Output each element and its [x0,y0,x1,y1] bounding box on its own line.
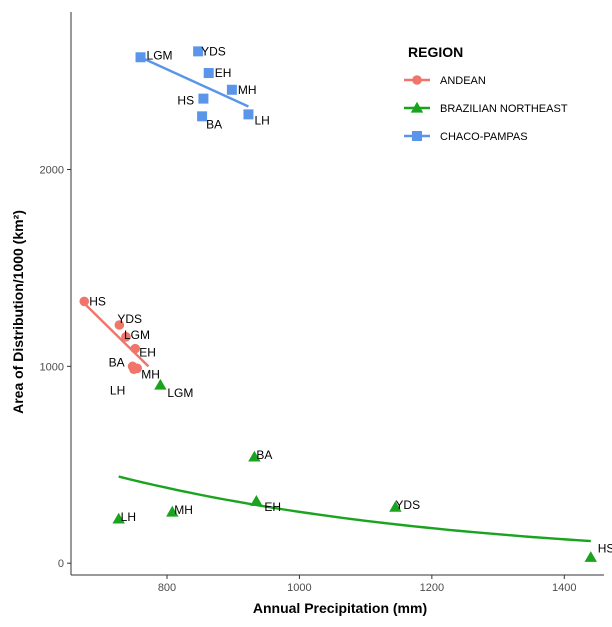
ticks: 800 1000 1200 1400 0 1000 2000 [40,164,577,594]
point-label: EH [139,346,156,360]
legend-title: REGION [408,44,463,60]
point-label: BA [206,117,222,131]
brazilian-northeast-point [112,512,125,524]
point-label: LGM [124,328,150,342]
point-label: LH [110,383,125,397]
chaco-pampas-point [226,84,237,95]
andean-point [114,320,125,330]
point-label: MH [174,503,193,517]
point-label: EH [264,500,281,514]
point-label: YDS [117,312,142,326]
point-label: BA [109,355,125,369]
brazilian-northeast-fit-line [118,475,591,543]
brazilian-northeast-point [154,378,167,390]
andean-point [121,332,131,342]
chaco-pampas-point [197,111,208,122]
x-tick-label: 1000 [287,582,311,594]
legend-marker-andean [412,75,422,85]
point-label: YDS [201,44,226,58]
x-axis-title: Annual Precipitation (mm) [253,600,427,616]
point-label: MH [238,83,257,97]
brazilian-northeast-point [250,494,263,506]
data-points [79,46,597,562]
brazilian-northeast-point [166,505,179,517]
legend-label-chaco-pampas: CHACO-PAMPAS [440,131,528,143]
point-label: YDS [395,498,420,512]
point-label: LH [254,113,269,127]
chaco-pampas-point [198,93,209,104]
y-tick-label: 2000 [40,164,64,176]
legend: REGION ANDEAN BRAZILIAN NORTHEAST CHACO-PA… [404,44,568,143]
point-label: MH [141,367,160,381]
x-tick-label: 800 [158,582,176,594]
x-tick-label: 1200 [420,582,444,594]
fit-lines [83,56,591,543]
andean-point [79,296,90,307]
point-label: BA [256,448,272,462]
chaco-pampas-fit-line [140,56,249,108]
andean-point [129,364,139,375]
andean-point [130,343,141,354]
brazilian-northeast-point [389,500,402,512]
y-tick-label: 1000 [40,361,64,373]
point-label: LH [121,510,136,524]
point-labels: HS YDS LGM EH BA MH LH HS YDS BA EH MH LH LGM LGM YDS EH… [89,44,612,555]
point-label: HS [89,294,106,308]
legend-label-andean: ANDEAN [440,75,486,87]
y-axis-title: Area of Distribution/1000 (km²) [10,210,26,414]
chaco-pampas-point [243,109,254,120]
chaco-pampas-point [135,52,146,63]
brazilian-northeast-point [248,450,261,462]
point-label: EH [215,66,232,80]
point-label: LGM [147,48,173,62]
x-tick-label: 1400 [552,582,576,594]
brazilian-northeast-point [584,551,597,562]
chaco-pampas-point [203,68,214,79]
chaco-pampas-point [193,46,204,57]
point-label: LGM [167,386,193,400]
point-label: HS [177,94,194,108]
legend-marker-brazilian-northeast [410,101,424,113]
y-tick-label: 0 [58,558,64,570]
axes [70,12,604,576]
point-label: HS [598,541,612,555]
legend-label-brazilian-northeast: BRAZILIAN NORTHEAST [440,103,568,115]
legend-marker-chaco-pampas [412,131,422,141]
andean-fit-line [83,302,150,368]
